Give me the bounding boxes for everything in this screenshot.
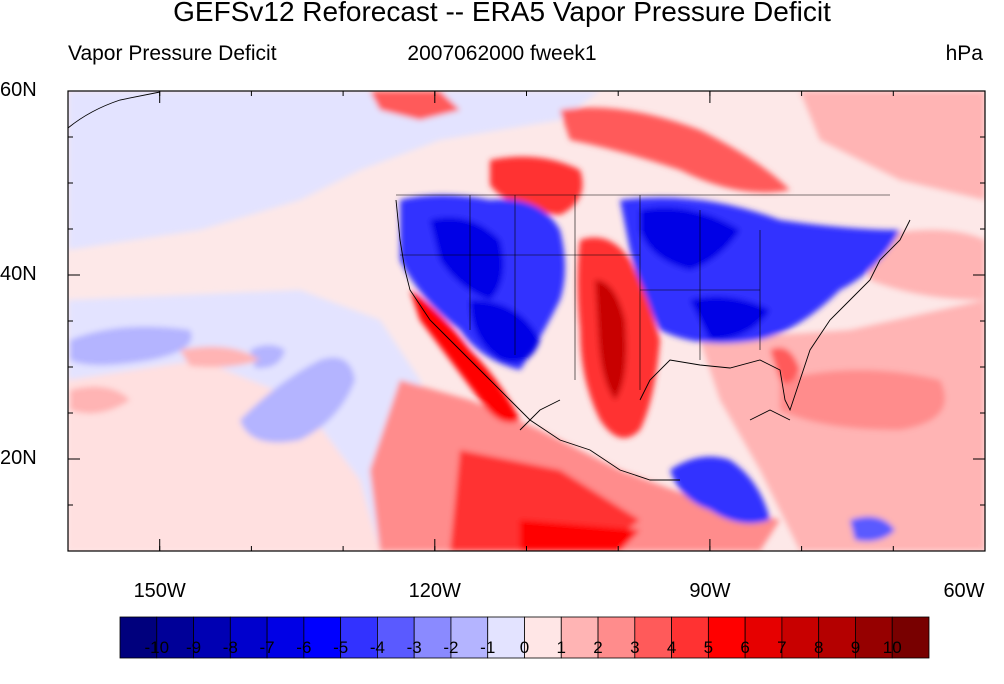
colorbar-label: -5 — [333, 638, 349, 657]
colorbar-swatch — [266, 616, 305, 659]
colorbar-swatch — [671, 616, 709, 659]
lon-tick-label: 120W — [408, 580, 461, 602]
colorbar-swatch — [597, 616, 636, 659]
colorbar-label: 8 — [813, 638, 824, 657]
colorbar-label: 7 — [777, 638, 787, 657]
lat-tick-label: 60N — [0, 79, 37, 101]
colorbar-label: -8 — [222, 638, 238, 657]
state-borders — [396, 194, 890, 390]
colorbar-label: 2 — [593, 638, 603, 657]
colorbar-label: -10 — [144, 638, 170, 657]
colorbar-swatch — [193, 616, 231, 659]
colorbar-label: 5 — [703, 638, 714, 657]
units-label: hPa — [945, 42, 983, 65]
colorbar-swatch — [707, 616, 746, 659]
colorbar-label: -4 — [369, 638, 385, 657]
lon-tick-label: 150W — [133, 580, 186, 602]
colorbar-swatch — [156, 616, 194, 659]
colorbar-label: -9 — [185, 638, 202, 657]
lat-tick-label: 20N — [0, 447, 37, 469]
axis-ticks — [67, 90, 986, 552]
colorbar-label: 0 — [519, 638, 530, 657]
colorbar-swatch — [229, 616, 268, 659]
colorbar-label: -3 — [406, 638, 422, 657]
colorbar-swatch — [891, 616, 930, 659]
colorbar-swatch — [119, 616, 158, 659]
colorbar-swatch — [487, 616, 525, 659]
coastlines — [68, 91, 911, 481]
colorbar-label: 1 — [556, 638, 566, 657]
vpd-field — [68, 91, 985, 551]
colorbar-swatch — [450, 616, 489, 659]
colorbar-swatch — [413, 616, 452, 659]
date-label: 2007062000 fweek1 — [407, 42, 597, 65]
colorbar-swatch — [744, 616, 783, 659]
colorbar-label: -1 — [480, 638, 496, 657]
colorbar-label: 6 — [740, 638, 750, 657]
lon-tick-label: 60W — [943, 580, 985, 602]
variable-label: Vapor Pressure Deficit — [68, 42, 277, 65]
colorbar — [119, 616, 930, 659]
colorbar-label: 3 — [630, 638, 640, 657]
colorbar-swatch — [781, 616, 820, 659]
colorbar-swatch — [340, 616, 378, 659]
colorbar-swatch — [855, 616, 893, 659]
colorbar-label: -6 — [296, 638, 312, 657]
colorbar-swatch — [818, 616, 856, 659]
colorbar-label: -7 — [259, 638, 275, 657]
lat-tick-label: 40N — [0, 263, 37, 285]
colorbar-swatch — [524, 616, 562, 659]
lon-tick-label: 90W — [689, 580, 731, 602]
colorbar-label: 4 — [666, 638, 677, 657]
colorbar-swatch — [634, 616, 672, 659]
colorbar-label: 10 — [882, 638, 902, 657]
colorbar-label: -2 — [443, 638, 459, 657]
colorbar-swatch — [560, 616, 599, 659]
chart-title: GEFSv12 Reforecast -- ERA5 Vapor Pressur… — [173, 0, 831, 27]
colorbar-label: 9 — [850, 638, 861, 657]
